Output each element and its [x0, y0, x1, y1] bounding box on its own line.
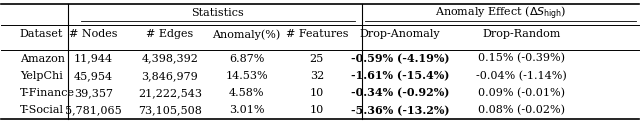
Text: 6.87%: 6.87%	[229, 54, 264, 64]
Text: 14.53%: 14.53%	[225, 71, 268, 81]
Text: Dataset: Dataset	[20, 30, 63, 39]
Text: 4.58%: 4.58%	[229, 88, 264, 98]
Text: Anomaly(%): Anomaly(%)	[212, 29, 281, 40]
Text: -1.61% (-15.4%): -1.61% (-15.4%)	[351, 71, 449, 82]
Text: Amazon: Amazon	[20, 54, 65, 64]
Text: T-Finance: T-Finance	[20, 88, 75, 98]
Text: Anomaly Effect ($\Delta S_{\mathrm{high}}$): Anomaly Effect ($\Delta S_{\mathrm{high}…	[435, 5, 566, 22]
Text: -5.36% (-13.2%): -5.36% (-13.2%)	[351, 105, 449, 116]
Text: -0.04% (-1.14%): -0.04% (-1.14%)	[476, 71, 566, 81]
Text: 4,398,392: 4,398,392	[141, 54, 198, 64]
Text: 3,846,979: 3,846,979	[141, 71, 198, 81]
Text: -0.34% (-0.92%): -0.34% (-0.92%)	[351, 87, 449, 98]
Text: 0.15% (-0.39%): 0.15% (-0.39%)	[477, 53, 564, 64]
Text: 73,105,508: 73,105,508	[138, 105, 202, 115]
Text: Drop-Random: Drop-Random	[482, 30, 561, 39]
Text: 39,357: 39,357	[74, 88, 113, 98]
Text: 0.08% (-0.02%): 0.08% (-0.02%)	[477, 105, 564, 116]
Text: Drop-Anomaly: Drop-Anomaly	[360, 30, 440, 39]
Text: # Nodes: # Nodes	[69, 30, 118, 39]
Text: 45,954: 45,954	[74, 71, 113, 81]
Text: 0.09% (-0.01%): 0.09% (-0.01%)	[477, 88, 564, 98]
Text: -0.59% (-4.19%): -0.59% (-4.19%)	[351, 53, 449, 64]
Text: Statistics: Statistics	[191, 8, 244, 18]
Text: 21,222,543: 21,222,543	[138, 88, 202, 98]
Text: # Features: # Features	[285, 30, 348, 39]
Text: 25: 25	[310, 54, 324, 64]
Text: 3.01%: 3.01%	[229, 105, 264, 115]
Text: 10: 10	[310, 88, 324, 98]
Text: 10: 10	[310, 105, 324, 115]
Text: T-Social: T-Social	[20, 105, 64, 115]
Text: 32: 32	[310, 71, 324, 81]
Text: YelpChi: YelpChi	[20, 71, 63, 81]
Text: 5,781,065: 5,781,065	[65, 105, 122, 115]
Text: 11,944: 11,944	[74, 54, 113, 64]
Text: # Edges: # Edges	[147, 30, 193, 39]
